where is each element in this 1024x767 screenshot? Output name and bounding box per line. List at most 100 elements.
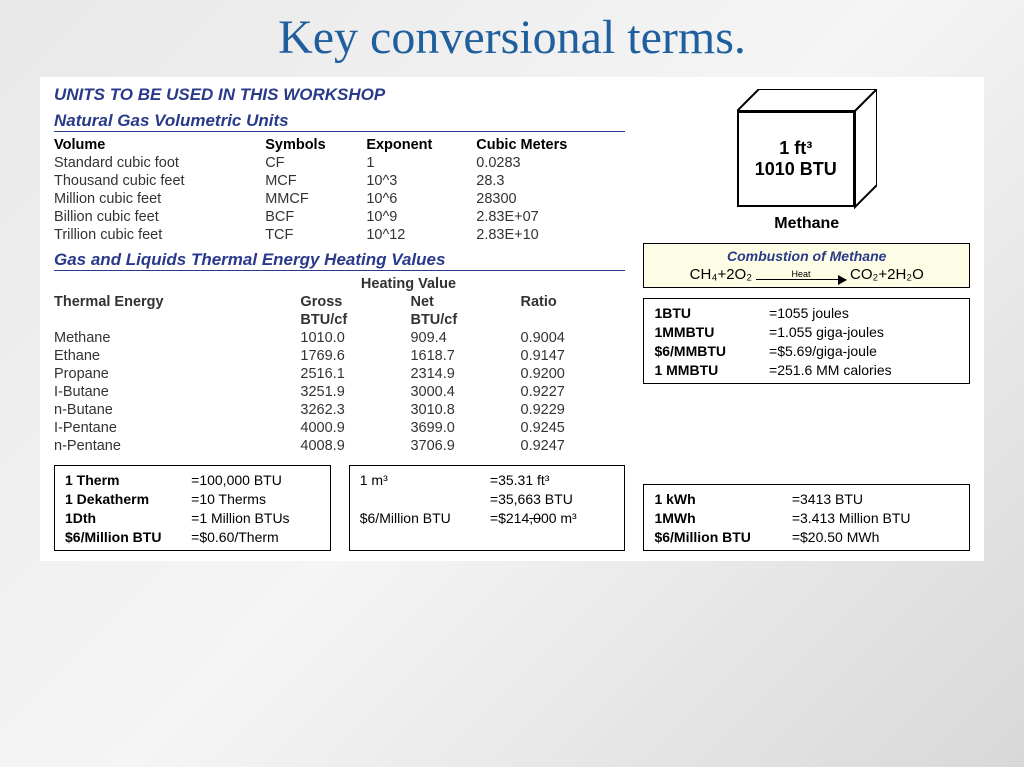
table-cell: 0.9229 (521, 401, 626, 419)
m3-r1l: 1 m³ (360, 470, 490, 489)
thermal-heading: Gas and Liquids Thermal Energy Heating V… (54, 250, 625, 271)
table-cell: 0.9004 (521, 329, 626, 347)
cube-diagram: 1 ft³ 1010 BTU Methane (643, 85, 970, 233)
table-cell: 2314.9 (410, 365, 520, 383)
col-thermal-energy: Thermal Energy (54, 293, 300, 311)
table-cell: 0.9227 (521, 383, 626, 401)
box-cell: 1MWh (654, 508, 791, 527)
table-cell: BCF (265, 208, 366, 226)
table-cell: CF (265, 154, 366, 172)
volumetric-table: Volume Symbols Exponent Cubic Meters Sta… (54, 136, 625, 244)
thermal-table: Heating Value Thermal Energy Gross Net R… (54, 275, 625, 455)
table-cell: 1010.0 (300, 329, 410, 347)
table-cell: 3706.9 (410, 437, 520, 455)
table-cell: 2516.1 (300, 365, 410, 383)
table-cell: Propane (54, 365, 300, 383)
table-cell: 10^6 (366, 190, 476, 208)
cube-line2: 1010 BTU (755, 159, 837, 180)
box-cell: =100,000 BTU (191, 470, 320, 489)
box-cell: =1.055 giga-joules (769, 322, 959, 341)
table-cell: 10^9 (366, 208, 476, 226)
table-cell: Thousand cubic feet (54, 172, 265, 190)
box-cell: =$20.50 MWh (792, 527, 959, 546)
table-cell: 28.3 (476, 172, 625, 190)
volumetric-heading: Natural Gas Volumetric Units (54, 111, 625, 132)
box-m3: 1 m³=35.31 ft³ =35,663 BTU $6/Million BT… (349, 465, 626, 551)
box-cell: 1 kWh (654, 489, 791, 508)
box-cell: $6/Million BTU (65, 527, 191, 546)
col-gross: Gross (300, 293, 410, 311)
table-cell: Methane (54, 329, 300, 347)
workshop-label: UNITS TO BE USED IN THIS WORKSHOP (54, 85, 625, 105)
cube-line1: 1 ft³ (779, 138, 812, 159)
m3-r2r: =35,663 BTU (490, 489, 615, 508)
table-cell: MCF (265, 172, 366, 190)
table-cell: 1618.7 (410, 347, 520, 365)
box-therm: 1 Therm=100,000 BTU1 Dekatherm=10 Therms… (54, 465, 331, 551)
box-cell: =$5.69/giga-joule (769, 341, 959, 360)
table-cell: Billion cubic feet (54, 208, 265, 226)
table-cell: Standard cubic foot (54, 154, 265, 172)
box-cell: 1 Dekatherm (65, 489, 191, 508)
col-volume: Volume (54, 136, 265, 154)
combustion-box: Combustion of Methane CH₄+2O₂ Heat CO₂+2… (643, 243, 970, 288)
box-cell: 1 MMBTU (654, 360, 769, 379)
col-exponent: Exponent (366, 136, 476, 154)
box-cell: 1Dth (65, 508, 191, 527)
left-column: UNITS TO BE USED IN THIS WORKSHOP Natura… (54, 85, 625, 551)
table-cell: 4000.9 (300, 419, 410, 437)
table-cell: 3251.9 (300, 383, 410, 401)
box-cell: =3413 BTU (792, 489, 959, 508)
heating-value-label: Heating Value (300, 275, 520, 293)
table-cell: MMCF (265, 190, 366, 208)
table-cell: I-Pentane (54, 419, 300, 437)
box-cell: 1MMBTU (654, 322, 769, 341)
box-cell: 1BTU (654, 303, 769, 322)
combustion-rhs: CO₂+2H₂O (850, 266, 924, 283)
table-cell: n-Pentane (54, 437, 300, 455)
table-cell: 0.9245 (521, 419, 626, 437)
box-kwh: 1 kWh=3413 BTU1MWh=3.413 Million BTU$6/M… (643, 484, 970, 551)
combustion-lhs: CH₄+2O₂ (690, 266, 752, 283)
box-cell: =1 Million BTUs (191, 508, 320, 527)
col-net: Net (410, 293, 520, 311)
table-cell: 0.0283 (476, 154, 625, 172)
content-panel: UNITS TO BE USED IN THIS WORKSHOP Natura… (40, 77, 984, 561)
table-cell: 1769.6 (300, 347, 410, 365)
right-column: 1 ft³ 1010 BTU Methane Combustion of Met… (643, 85, 970, 551)
box-cell: 1 Therm (65, 470, 191, 489)
arrow-icon: Heat (756, 269, 846, 281)
col-cubic-meters: Cubic Meters (476, 136, 625, 154)
table-cell: 3699.0 (410, 419, 520, 437)
col-symbols: Symbols (265, 136, 366, 154)
table-cell: 0.9247 (521, 437, 626, 455)
m3-r1r: =35.31 ft³ (490, 470, 615, 489)
unit-net: BTU/cf (410, 311, 520, 329)
col-ratio: Ratio (521, 293, 626, 311)
combustion-title: Combustion of Methane (650, 248, 963, 264)
m3-r3l: $6/Million BTU (360, 508, 490, 527)
table-cell: Trillion cubic feet (54, 226, 265, 244)
table-cell: 28300 (476, 190, 625, 208)
table-cell: n-Butane (54, 401, 300, 419)
table-cell: 1 (366, 154, 476, 172)
table-cell: 2.83E+10 (476, 226, 625, 244)
table-cell: Ethane (54, 347, 300, 365)
table-cell: 10^12 (366, 226, 476, 244)
box-cell: =3.413 Million BTU (792, 508, 959, 527)
table-cell: 0.9147 (521, 347, 626, 365)
table-cell: 0.9200 (521, 365, 626, 383)
cube-label: Methane (643, 215, 970, 233)
table-cell: 4008.9 (300, 437, 410, 455)
table-cell: TCF (265, 226, 366, 244)
table-cell: 3000.4 (410, 383, 520, 401)
box-cell: =10 Therms (191, 489, 320, 508)
table-cell: I-Butane (54, 383, 300, 401)
unit-gross: BTU/cf (300, 311, 410, 329)
table-cell: 3010.8 (410, 401, 520, 419)
page-title: Key conversional terms. (40, 10, 984, 65)
bottom-boxes-left: 1 Therm=100,000 BTU1 Dekatherm=10 Therms… (54, 465, 625, 551)
table-cell: 2.83E+07 (476, 208, 625, 226)
table-cell: 3262.3 (300, 401, 410, 419)
table-cell: Million cubic feet (54, 190, 265, 208)
